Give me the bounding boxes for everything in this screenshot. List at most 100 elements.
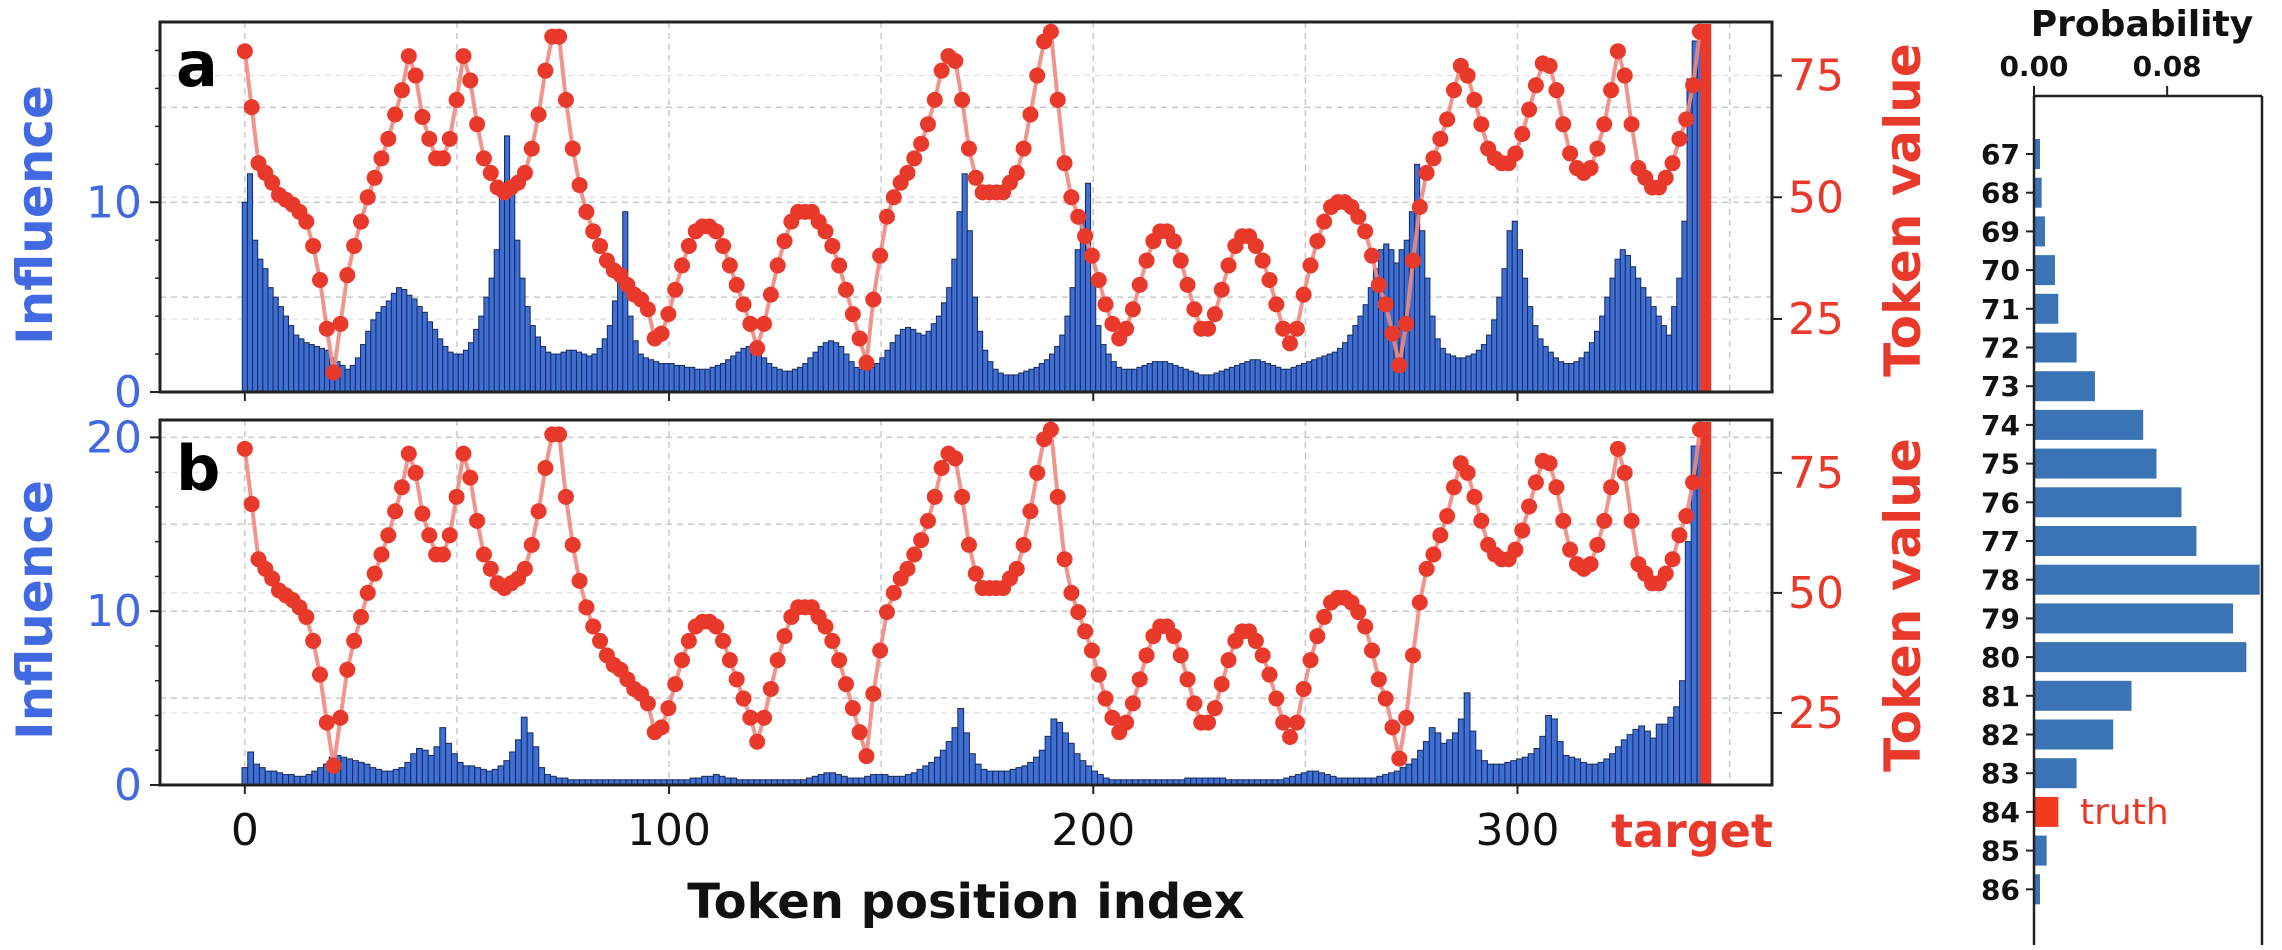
- influence-bar: [951, 258, 958, 393]
- influence-bar: [308, 344, 315, 393]
- influence-bar: [1452, 732, 1459, 786]
- token-marker: [530, 503, 547, 520]
- influence-bar: [1172, 364, 1179, 393]
- token-marker: [769, 257, 786, 274]
- xtick-label: 200: [1051, 805, 1135, 856]
- token-marker: [1172, 647, 1189, 664]
- influence-bar: [555, 353, 562, 393]
- token-marker: [366, 565, 383, 582]
- panel-b: 0 10 20 25 50 75 b Influence Token value 0 100…: [6, 412, 1932, 930]
- token-marker: [421, 527, 438, 544]
- token-marker: [1541, 57, 1558, 74]
- probability-category-label: 80: [1981, 641, 2020, 674]
- token-marker: [653, 719, 670, 736]
- influence-bar: [1411, 758, 1419, 786]
- influence-bar: [386, 770, 394, 786]
- influence-bar: [1095, 325, 1102, 393]
- token-marker: [523, 536, 540, 553]
- influence-bar: [1446, 739, 1454, 786]
- probability-category-label: 70: [1981, 254, 2020, 287]
- token-marker: [339, 267, 356, 284]
- ytick-right-label: 25: [1788, 688, 1844, 739]
- token-marker: [1200, 714, 1217, 731]
- ytick-right-label: 50: [1788, 568, 1844, 619]
- token-marker: [1247, 632, 1264, 649]
- influence-bar: [870, 774, 877, 786]
- influence-bar: [406, 294, 413, 393]
- influence-bar: [632, 340, 639, 393]
- influence-bar: [881, 774, 889, 786]
- probability-category-label: 84: [1981, 796, 2020, 829]
- token-marker: [564, 140, 581, 157]
- token-marker: [1165, 233, 1182, 250]
- token-marker: [1131, 276, 1148, 293]
- influence-bar: [1649, 737, 1657, 786]
- influence-bar: [1470, 353, 1477, 393]
- influence-bar: [524, 306, 531, 393]
- influence-bar: [1614, 746, 1622, 786]
- influence-bar: [761, 357, 768, 393]
- token-marker: [906, 150, 923, 167]
- panel-b-label: b: [176, 432, 220, 505]
- token-marker: [1131, 671, 1148, 688]
- token-marker: [1616, 67, 1633, 84]
- influence-bar: [709, 366, 716, 393]
- token-marker: [639, 695, 656, 712]
- influence-bar: [1318, 772, 1325, 786]
- influence-bar: [1085, 765, 1093, 786]
- influence-bar: [390, 292, 398, 393]
- xtick-label: 0: [231, 805, 259, 856]
- influence-bar: [766, 363, 773, 393]
- influence-bar: [1619, 249, 1626, 393]
- influence-bar: [457, 353, 464, 393]
- probability-category-label: 81: [1981, 680, 2020, 713]
- token-marker: [954, 91, 971, 108]
- influence-bar: [928, 761, 936, 786]
- influence-bar: [1545, 714, 1552, 786]
- influence-bar: [596, 347, 603, 393]
- influence-bar: [432, 328, 439, 393]
- probability-category-label: 75: [1981, 448, 2020, 481]
- influence-bar: [961, 173, 968, 393]
- influence-bar: [303, 342, 310, 393]
- influence-bar: [488, 277, 495, 393]
- token-marker: [878, 208, 895, 225]
- probability-bar: [2035, 603, 2234, 634]
- influence-bar: [532, 746, 540, 786]
- token-marker: [537, 460, 554, 477]
- token-line: [242, 29, 1702, 375]
- token-marker: [441, 527, 458, 544]
- token-marker: [1439, 111, 1456, 128]
- token-marker: [1363, 642, 1380, 659]
- token-marker: [728, 671, 745, 688]
- influence-bar: [1249, 359, 1256, 393]
- influence-bar: [1131, 368, 1138, 393]
- influence-bar: [776, 368, 783, 393]
- probability-category-label: 69: [1981, 215, 2020, 248]
- influence-bar: [963, 732, 970, 786]
- token-marker: [865, 291, 882, 308]
- influence-bar: [838, 345, 845, 393]
- influence-bar: [699, 368, 706, 393]
- token-marker: [1678, 111, 1695, 128]
- token-marker: [926, 488, 943, 505]
- probability-xtick-label: 0.00: [1999, 50, 2068, 83]
- token-marker: [1685, 77, 1702, 94]
- token-marker: [1288, 320, 1305, 337]
- influence-bar: [298, 338, 305, 393]
- influence-bar: [462, 765, 470, 786]
- influence-bar: [282, 774, 289, 786]
- influence-bar: [1681, 220, 1688, 393]
- influence-bar: [642, 357, 649, 393]
- influence-bar: [869, 366, 876, 393]
- influence-bar: [241, 201, 248, 393]
- token-marker: [1077, 623, 1094, 640]
- influence-bar: [1342, 342, 1349, 393]
- influence-bar: [1151, 361, 1158, 393]
- token-marker: [715, 237, 732, 254]
- token-marker: [298, 608, 315, 625]
- influence-bar: [1357, 315, 1364, 393]
- influence-bar: [519, 277, 526, 393]
- influence-bar: [1434, 732, 1442, 786]
- token-marker: [318, 320, 335, 337]
